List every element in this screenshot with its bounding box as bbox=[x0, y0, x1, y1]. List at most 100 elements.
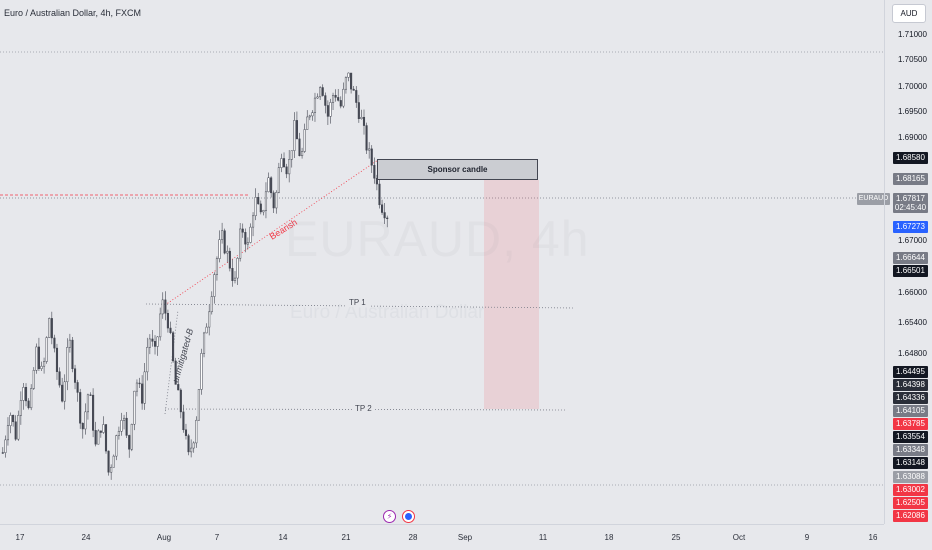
price-label: 1.63148 bbox=[893, 457, 928, 469]
unmitigated-line[interactable] bbox=[164, 309, 179, 415]
candle-body bbox=[182, 411, 185, 431]
candle-body bbox=[92, 394, 95, 431]
time-tick: 21 bbox=[341, 533, 351, 542]
price-label: 1.64398 bbox=[893, 379, 928, 391]
candle-body bbox=[190, 447, 193, 453]
candle-body bbox=[313, 97, 317, 113]
candle-body bbox=[159, 313, 162, 338]
candle-body bbox=[378, 183, 381, 206]
candle-body bbox=[226, 250, 229, 254]
candle-body bbox=[174, 360, 177, 385]
candle-body bbox=[282, 158, 286, 168]
candle-body bbox=[257, 197, 260, 205]
time-tick: 9 bbox=[804, 533, 810, 542]
candle-body bbox=[221, 230, 224, 240]
price-tick: 1.69000 bbox=[898, 133, 927, 142]
price-label: 1.63002 bbox=[893, 484, 928, 496]
candle-body bbox=[17, 415, 20, 440]
candle-body bbox=[97, 430, 100, 445]
candle-body bbox=[6, 425, 10, 441]
tp1-line[interactable] bbox=[145, 303, 576, 309]
candle-body bbox=[200, 353, 203, 390]
candle-body bbox=[40, 365, 43, 369]
price-label: 1.63554 bbox=[893, 431, 928, 443]
candle-body bbox=[14, 421, 17, 440]
candle-body bbox=[365, 125, 368, 151]
sponsor-candle-box[interactable]: Sponsor candle bbox=[377, 159, 538, 180]
event-flag-icon[interactable] bbox=[402, 510, 415, 523]
candle-body bbox=[236, 257, 239, 279]
candle-body bbox=[115, 435, 118, 457]
time-tick: 11 bbox=[538, 533, 548, 542]
candle-body bbox=[362, 116, 366, 126]
candle-body bbox=[249, 226, 252, 243]
time-tick: Aug bbox=[156, 533, 172, 542]
candle-body bbox=[146, 346, 149, 373]
price-label: 1.63785 bbox=[893, 418, 928, 430]
price-label: 1.64105 bbox=[893, 405, 928, 417]
candle-body bbox=[53, 337, 56, 349]
candle-body bbox=[293, 120, 296, 151]
candle-body bbox=[128, 435, 131, 450]
candle-body bbox=[58, 371, 61, 386]
candle-body bbox=[344, 77, 347, 90]
watermark-symbol: EURAUD, 4h bbox=[285, 211, 590, 267]
currency-button[interactable]: AUD bbox=[892, 4, 926, 23]
tp1-label[interactable]: TP 1 bbox=[346, 298, 369, 307]
price-axis[interactable] bbox=[884, 0, 932, 524]
price-tick: 1.70500 bbox=[898, 55, 927, 64]
candle-body bbox=[298, 138, 301, 157]
candle-body bbox=[166, 313, 169, 329]
candle-body bbox=[12, 415, 15, 423]
price-tick: 1.70000 bbox=[898, 82, 927, 91]
candle-body bbox=[1, 452, 4, 454]
trendline[interactable] bbox=[164, 159, 379, 306]
candle-body bbox=[334, 94, 337, 98]
candle-body bbox=[326, 105, 329, 117]
candle-body bbox=[68, 339, 71, 348]
candle-body bbox=[120, 420, 123, 432]
candle-body bbox=[337, 97, 340, 101]
candle-body bbox=[347, 72, 350, 78]
candle-body bbox=[117, 431, 120, 436]
candle-body bbox=[110, 467, 113, 473]
candle-body bbox=[50, 318, 53, 339]
candle-body bbox=[205, 326, 208, 334]
candle-body bbox=[138, 382, 141, 385]
chart-plot-area[interactable]: Bearish unmitigated-B Euro / Australian … bbox=[0, 0, 884, 524]
candle-body bbox=[339, 100, 342, 107]
candle-body bbox=[141, 383, 144, 404]
price-tick: 1.65400 bbox=[898, 318, 927, 327]
time-tick: 25 bbox=[671, 533, 681, 542]
candle-body bbox=[213, 274, 216, 297]
candle-body bbox=[148, 338, 151, 348]
candle-body bbox=[370, 148, 373, 166]
candle-body bbox=[254, 197, 257, 217]
risk-zone[interactable] bbox=[484, 180, 539, 409]
price-tick: 1.64800 bbox=[898, 349, 927, 358]
candle-body bbox=[76, 382, 79, 393]
watermark-description: Euro / Australian Dollar bbox=[290, 302, 485, 323]
candle-body bbox=[306, 116, 309, 130]
tp2-label[interactable]: TP 2 bbox=[352, 404, 375, 413]
time-axis[interactable] bbox=[0, 524, 884, 550]
price-label: 1.66501 bbox=[893, 265, 928, 277]
candle-body bbox=[125, 417, 128, 436]
lightning-icon[interactable]: ⚡ bbox=[383, 510, 396, 523]
candle-body bbox=[195, 419, 198, 444]
candle-body bbox=[244, 232, 247, 245]
price-chart[interactable]: Bearish unmitigated-B bbox=[0, 0, 884, 524]
candle-body bbox=[321, 87, 324, 96]
candle-body bbox=[133, 390, 136, 425]
candle-body bbox=[373, 165, 376, 179]
candle-body bbox=[288, 159, 291, 175]
candle-body bbox=[311, 112, 314, 117]
candle-body bbox=[153, 341, 157, 347]
candle-body bbox=[375, 177, 378, 185]
price-label: 1.62086 bbox=[893, 510, 928, 522]
candle-body bbox=[79, 392, 82, 424]
candle-body bbox=[355, 90, 358, 103]
candle-body bbox=[360, 116, 363, 120]
candle-body bbox=[73, 368, 77, 383]
candle-body bbox=[102, 424, 105, 433]
